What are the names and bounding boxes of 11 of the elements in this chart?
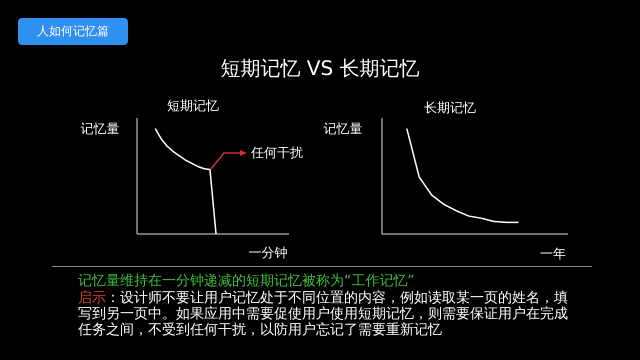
y-axis-title: 记忆量 xyxy=(324,121,362,138)
text: 记忆量维持在一分钟递减的短期记忆被称为“工作记忆” xyxy=(78,272,415,290)
y-axis-title: 记忆量 xyxy=(80,121,120,138)
x-axis-title: 一年 xyxy=(540,246,566,263)
text: 人如何记忆篇 xyxy=(18,18,128,45)
text: 启示：设计师不要让用户记忆处于不同位置的内容，例如读取某一页的姓名，填写到另一页中。如果应用中需要促使用户使用短期记忆，则需要保证用户在完成任务之间，不受到任何干扰，以防用户忘记了需要重新记忆 xyxy=(78,290,569,338)
annotation: 任何干扰 xyxy=(251,145,303,162)
text: 短期记忆 VS 长期记忆 xyxy=(220,55,420,82)
chart-title: 短期记忆 xyxy=(167,98,219,115)
x-axis-title: 一分钟 xyxy=(248,245,288,262)
chart-title: 长期记忆 xyxy=(424,100,476,117)
